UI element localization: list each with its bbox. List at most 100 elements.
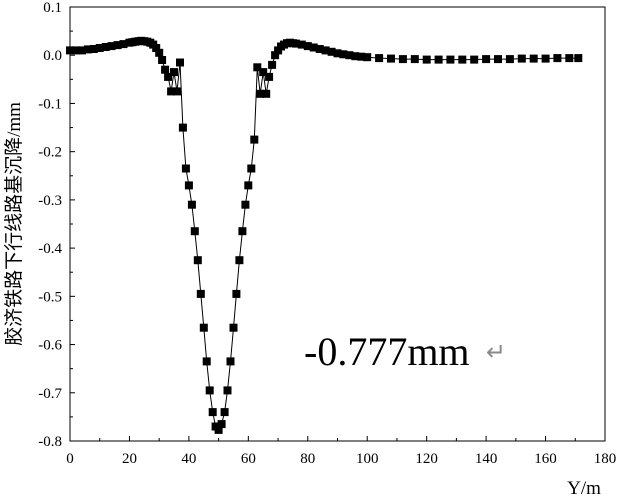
data-point (199, 323, 208, 332)
data-point (297, 40, 306, 49)
data-point (164, 72, 173, 81)
y-tick-label: -0.3 (38, 193, 62, 209)
data-point (494, 55, 502, 64)
data-point (238, 227, 247, 236)
peak-settlement-annotation: -0.777mm (304, 329, 470, 374)
data-point (181, 164, 190, 173)
axes: 0 20 40 60 80 100 120 140 160 180 0.1 0.0 -0.1 -0.2 -0… (38, 0, 616, 467)
data-point (529, 54, 538, 63)
data-point (553, 54, 562, 63)
y-tick-label: -0.2 (38, 145, 62, 161)
data-point (434, 55, 443, 64)
y-axis-title: 胶济铁路下行线路基沉降/mm (3, 102, 25, 346)
y-tick-label: -0.7 (38, 386, 62, 402)
data-point (235, 256, 244, 265)
data-point (259, 68, 268, 77)
data-point (178, 123, 187, 132)
data-point (339, 50, 348, 59)
data-point (244, 181, 253, 190)
y-tick-label: 0.1 (43, 0, 62, 16)
x-tick-label: 180 (594, 451, 617, 467)
x-tick-label: 60 (241, 451, 256, 467)
return-mark-icon: ↵ (486, 338, 506, 366)
data-point (220, 408, 229, 417)
data-point (505, 55, 514, 64)
data-point (256, 89, 265, 98)
x-tick-label: 40 (181, 451, 196, 467)
data-point (410, 55, 419, 64)
data-point (321, 46, 330, 55)
data-point (363, 53, 372, 62)
data-point (333, 49, 342, 58)
data-point (229, 323, 238, 332)
data-point (71, 46, 80, 55)
data-point (303, 42, 312, 51)
data-point (253, 63, 262, 72)
x-tick-label: 80 (300, 451, 315, 467)
data-point (208, 408, 217, 417)
data-point (262, 89, 271, 98)
x-tick-label: 100 (356, 451, 379, 467)
data-point (155, 48, 164, 57)
data-point (541, 54, 550, 63)
data-point (351, 52, 360, 61)
data-point (327, 47, 336, 56)
data-point (113, 41, 122, 50)
data-point (217, 420, 226, 429)
data-point (309, 43, 318, 52)
data-point (190, 227, 199, 236)
data-point (470, 55, 479, 64)
data-point (158, 56, 167, 64)
data-point (176, 58, 184, 67)
data-point (315, 45, 324, 53)
data-point (482, 55, 491, 64)
data-point (265, 72, 274, 81)
data-point (223, 386, 232, 395)
data-point (187, 200, 196, 209)
y-tick-label: -0.6 (38, 338, 62, 354)
data-point (119, 40, 128, 49)
data-point (241, 200, 250, 209)
data-point (193, 256, 202, 265)
data-point (357, 52, 366, 61)
data-point (89, 45, 98, 53)
data-point (101, 43, 110, 51)
y-tick-label: -0.8 (38, 434, 62, 450)
data-point (574, 54, 583, 63)
data-point (446, 55, 455, 64)
data-point (173, 87, 181, 96)
data-point (226, 357, 235, 366)
x-tick-label: 0 (66, 451, 74, 467)
plot-frame (69, 6, 606, 442)
data-point (398, 55, 407, 64)
y-tick-label: -0.4 (38, 241, 62, 257)
plot-area (66, 36, 583, 434)
data-point (214, 425, 223, 434)
data-point (291, 39, 300, 48)
data-point (345, 51, 354, 60)
x-axis-title: Y/m (567, 478, 601, 499)
y-tick-label: -0.1 (38, 96, 62, 112)
data-point (422, 55, 431, 64)
y-tick-label: 0.0 (43, 48, 62, 64)
y-tick-label: -0.5 (38, 289, 62, 305)
data-point (268, 60, 277, 69)
data-point (458, 55, 467, 64)
data-point (565, 54, 574, 63)
data-point (247, 164, 256, 173)
data-point (184, 181, 193, 190)
data-point (170, 68, 178, 77)
x-tick-label: 120 (415, 451, 438, 467)
data-point (517, 54, 526, 63)
data-point (95, 44, 104, 52)
data-point (83, 45, 92, 54)
data-point (250, 135, 259, 144)
data-point (202, 357, 211, 366)
data-point (232, 289, 241, 298)
data-point (167, 87, 176, 96)
data-point (77, 46, 86, 55)
data-point (387, 54, 395, 63)
data-point (161, 65, 170, 74)
